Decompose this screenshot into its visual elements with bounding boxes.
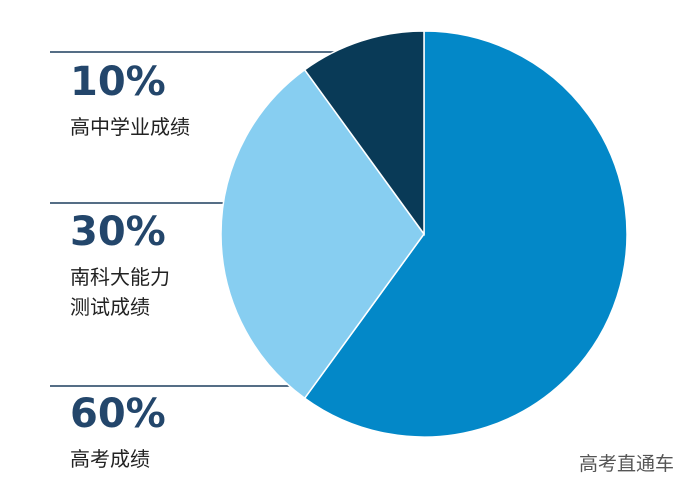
pie-slice [303,30,628,438]
category-label: 高中学业成绩 [70,115,190,139]
pie-slice [220,68,425,400]
percent-label: 60% [70,391,166,437]
category-label: 高考成绩 [70,447,150,471]
percent-label: 30% [70,209,166,255]
percent-label: 10% [70,59,166,105]
pie-slice [303,30,425,237]
category-label: 南科大能力 测试成绩 [70,265,170,319]
watermark: 高考直通车 [578,453,674,475]
